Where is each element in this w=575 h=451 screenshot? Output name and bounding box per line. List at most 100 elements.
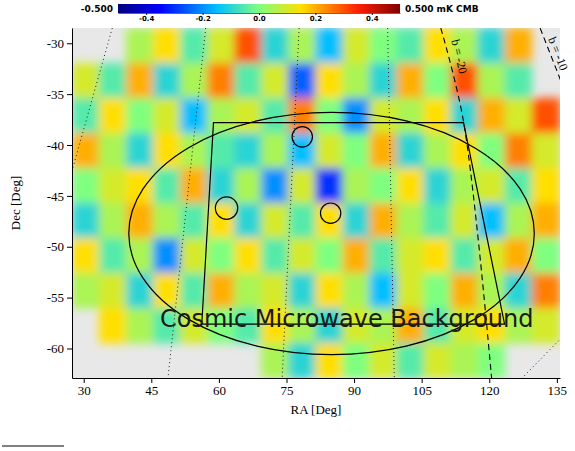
colorbar-tick: 0.0 [253, 13, 266, 23]
y-tick-mark [67, 145, 72, 146]
heatmap-cell [261, 63, 289, 99]
heatmap-cell [126, 308, 154, 344]
galactic-line-label: b = -10 [545, 35, 571, 72]
heatmap-cell [153, 28, 181, 64]
heatmap-cell [180, 63, 208, 99]
graticule-line [508, 332, 560, 378]
heatmap-cell [532, 98, 560, 134]
heatmap-cell [423, 98, 451, 134]
heatmap-cell [342, 63, 370, 99]
heatmap-cell [99, 308, 127, 344]
heatmap-cell [315, 238, 343, 274]
heatmap-cell [315, 168, 343, 204]
heatmap-cell [532, 273, 560, 309]
heatmap-cell [207, 63, 235, 99]
heatmap-cell [423, 133, 451, 169]
heatmap-cell [234, 203, 262, 239]
chart-container: b = -20b = -103045607590105120135-30-35-… [0, 0, 575, 451]
y-tick-mark [67, 298, 72, 299]
colorbar-tick-label: -0.4 [139, 15, 154, 23]
heatmap-cell [72, 238, 100, 274]
y-tick-label: -35 [47, 87, 64, 102]
heatmap-cell [423, 63, 451, 99]
colorbar-tick: -0.4 [139, 13, 154, 23]
heatmap-cell [207, 273, 235, 309]
heatmap-cell [478, 168, 506, 204]
colorbar-axis-line [119, 13, 401, 14]
heatmap-cell [288, 28, 316, 64]
heatmap-cell [451, 133, 479, 169]
heatmap-cell [423, 343, 451, 378]
heatmap-cell [505, 133, 533, 169]
y-tick-label: -60 [47, 341, 64, 356]
heatmap-cell [423, 273, 451, 309]
heatmap-cell [396, 98, 424, 134]
heatmap-cell [288, 63, 316, 99]
heatmap-cell [99, 273, 127, 309]
heatmap-cell [99, 168, 127, 204]
chart-svg: b = -20b = -103045607590105120135-30-35-… [0, 0, 575, 451]
heatmap-cell [423, 28, 451, 64]
heatmap-cell [315, 273, 343, 309]
heatmap-cell [315, 133, 343, 169]
heatmap-cell [207, 203, 235, 239]
y-tick-mark [67, 94, 72, 95]
heatmap-cell [451, 343, 479, 378]
heatmap-cell [153, 203, 181, 239]
colorbar-end-label: -0.500 [81, 4, 113, 14]
x-tick-label: 105 [412, 383, 432, 398]
survey-polygon [202, 123, 505, 324]
heatmap-cell [288, 238, 316, 274]
colorbar-tick: 0.2 [310, 13, 323, 23]
heatmap-cell [315, 63, 343, 99]
heatmap-cell [315, 203, 343, 239]
heatmap-cell [126, 98, 154, 134]
heatmap-cell [180, 203, 208, 239]
y-tick: -40 [47, 138, 72, 153]
heatmap-cell [234, 168, 262, 204]
y-tick-label: -55 [47, 290, 64, 305]
heatmap-cell [72, 133, 100, 169]
colorbar-tick-label: 0.2 [310, 15, 323, 23]
heatmap-cell [396, 203, 424, 239]
y-tick-mark [67, 348, 72, 349]
x-axis: 3045607590105120135 [73, 378, 568, 398]
colorbar-ramp [118, 4, 400, 13]
heatmap-cell [451, 273, 479, 309]
plot-background [72, 28, 560, 378]
heatmap-cell [396, 168, 424, 204]
y-tick: -45 [47, 189, 72, 204]
heatmap-cell [342, 343, 370, 378]
x-tick-label: 120 [480, 383, 500, 398]
heatmap-cell [423, 203, 451, 239]
heatmap-cells [72, 28, 560, 378]
heatmap-cell [126, 168, 154, 204]
y-tick: -35 [47, 87, 72, 102]
heatmap-cell [423, 168, 451, 204]
heatmap-cell [207, 238, 235, 274]
heatmap-cell [234, 133, 262, 169]
heatmap-cell [261, 28, 289, 64]
heatmap-cell [451, 238, 479, 274]
heatmap-cell [396, 238, 424, 274]
heatmap-cell [369, 203, 397, 239]
y-tick-mark [67, 43, 72, 44]
x-tick-label: 45 [145, 383, 158, 398]
y-tick-label: -50 [47, 239, 64, 254]
heatmap-cell [369, 133, 397, 169]
heatmap-cell [99, 238, 127, 274]
heatmap-cell [288, 343, 316, 378]
heatmap-cell [153, 98, 181, 134]
heatmap-cell [396, 28, 424, 64]
heatmap-cell [478, 343, 506, 378]
heatmap-cell [505, 98, 533, 134]
heatmap-cell [315, 98, 343, 134]
x-tick: 135 [548, 378, 568, 398]
heatmap-cell [207, 28, 235, 64]
y-tick-label: -40 [47, 138, 64, 153]
footnote-rule [2, 446, 64, 447]
x-tick-label: 60 [213, 383, 226, 398]
target-circle [215, 197, 237, 219]
heatmap-cell [342, 203, 370, 239]
heatmap-cell [180, 98, 208, 134]
